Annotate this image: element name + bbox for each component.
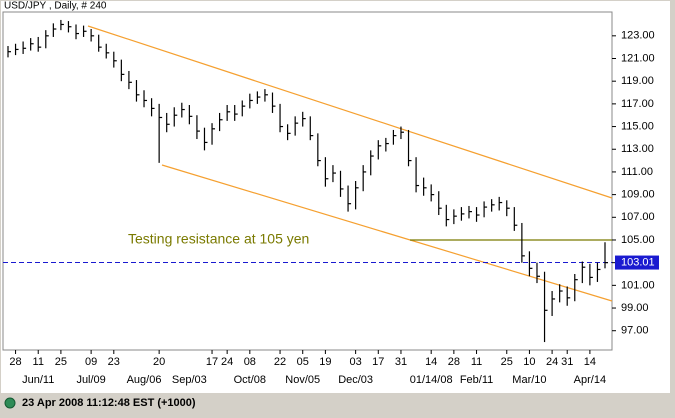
price-bars: 97.0099.00101.00103.00105.00107.00109.00… bbox=[3, 19, 659, 386]
x-tick-label: 28 bbox=[9, 356, 21, 368]
x-month-label: Aug/06 bbox=[127, 374, 162, 386]
x-tick-label: 24 bbox=[546, 356, 558, 368]
x-month-label: 01/14/08 bbox=[410, 374, 453, 386]
y-tick-label: 123.00 bbox=[621, 30, 655, 42]
x-tick-label: 25 bbox=[55, 356, 67, 368]
y-tick-label: 119.00 bbox=[621, 75, 654, 87]
x-month-label: Oct/08 bbox=[234, 374, 266, 386]
last-price-box bbox=[615, 255, 659, 270]
x-tick-label: 22 bbox=[274, 356, 286, 368]
x-month-label: Jul/09 bbox=[76, 374, 105, 386]
x-tick-label: 09 bbox=[85, 356, 97, 368]
annotation: Testing resistance at 105 yen bbox=[128, 231, 309, 247]
x-tick-label: 17 bbox=[206, 356, 218, 368]
y-tick-label: 117.00 bbox=[621, 98, 654, 110]
upper-channel-line bbox=[87, 25, 613, 199]
x-tick-label: 17 bbox=[372, 356, 384, 368]
x-tick-label: 28 bbox=[448, 356, 460, 368]
x-tick-label: 08 bbox=[244, 356, 256, 368]
x-tick-label: 31 bbox=[395, 356, 407, 368]
x-month-label: Nov/05 bbox=[285, 374, 320, 386]
x-tick-label: 05 bbox=[297, 356, 309, 368]
x-tick-label: 14 bbox=[425, 356, 437, 368]
x-tick-label: 23 bbox=[108, 356, 120, 368]
x-tick-label: 20 bbox=[153, 356, 165, 368]
x-tick-label: 25 bbox=[501, 356, 513, 368]
y-tick-label: 101.00 bbox=[621, 279, 655, 291]
x-month-label: Feb/11 bbox=[460, 374, 493, 386]
x-month-label: Dec/03 bbox=[338, 374, 373, 386]
x-month-label: Apr/14 bbox=[574, 374, 606, 386]
status-bar bbox=[0, 394, 675, 413]
y-tick-label: 99.00 bbox=[621, 302, 649, 314]
timestamp: 23 Apr 2008 11:12:48 EST (+1000) bbox=[22, 397, 196, 409]
x-tick-label: 24 bbox=[221, 356, 233, 368]
y-tick-label: 111.00 bbox=[621, 166, 653, 178]
status-indicator bbox=[4, 397, 16, 409]
y-tick-label: 97.00 bbox=[621, 325, 649, 337]
x-tick-label: 14 bbox=[584, 356, 596, 368]
y-tick-label: 107.00 bbox=[621, 211, 655, 223]
x-tick-label: 10 bbox=[523, 356, 535, 368]
plot-area bbox=[2, 11, 613, 351]
x-tick-label: 19 bbox=[319, 356, 331, 368]
y-tick-label: 113.00 bbox=[621, 143, 654, 155]
x-tick-label: 11 bbox=[471, 356, 482, 368]
y-tick-label: 121.00 bbox=[621, 52, 655, 64]
x-tick-label: 31 bbox=[561, 356, 573, 368]
y-tick-label: 109.00 bbox=[621, 189, 655, 201]
x-tick-label: 11 bbox=[33, 356, 44, 368]
y-tick-label: 115.00 bbox=[621, 120, 654, 132]
x-tick-label: 03 bbox=[349, 356, 361, 368]
x-month-label: Jun/11 bbox=[22, 374, 54, 386]
y-tick-label: 105.00 bbox=[621, 234, 655, 246]
last-price-label: 103.01 bbox=[621, 256, 655, 268]
chart-header: USD/JPY , Daily, # 240 bbox=[4, 1, 107, 12]
x-month-label: Sep/03 bbox=[172, 374, 207, 386]
x-month-label: Mar/10 bbox=[512, 374, 546, 386]
